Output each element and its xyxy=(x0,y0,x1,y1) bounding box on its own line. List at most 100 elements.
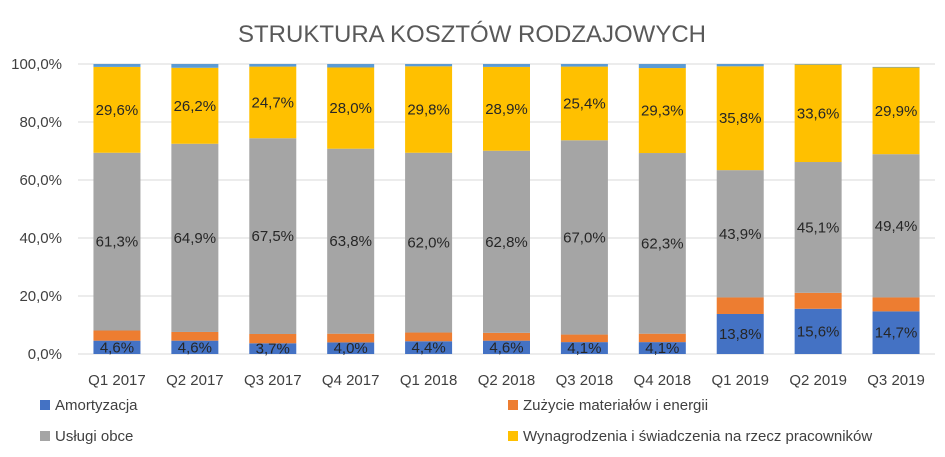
bar-segment xyxy=(716,297,764,314)
data-label: 28,0% xyxy=(329,100,372,117)
data-label: 64,9% xyxy=(174,230,217,247)
data-label: 3,7% xyxy=(256,341,290,358)
bar-segment xyxy=(405,341,453,354)
bar-segment xyxy=(560,66,608,141)
bar-segment xyxy=(483,64,530,67)
data-label: 29,9% xyxy=(875,103,918,120)
data-label: 15,6% xyxy=(797,323,840,340)
bar-segment xyxy=(716,66,764,171)
y-tick-label: 0,0% xyxy=(28,346,62,363)
x-tick-label: Q1 2019 xyxy=(711,372,769,389)
y-tick-label: 100,0% xyxy=(11,56,62,73)
data-label: 24,7% xyxy=(251,94,294,111)
bar-segment xyxy=(872,66,920,68)
bar-segment xyxy=(483,150,530,333)
bar-segment xyxy=(872,67,920,155)
data-label: 33,6% xyxy=(797,105,840,122)
bar-segment xyxy=(638,153,686,334)
bar-segment xyxy=(405,64,453,67)
bar-segment xyxy=(638,68,686,154)
legend-swatch xyxy=(508,400,518,410)
bar-segment xyxy=(93,330,141,341)
bar-segment xyxy=(93,66,141,153)
bar-segment xyxy=(249,343,297,354)
data-label: 4,6% xyxy=(100,339,134,356)
data-labels: 4,6% 61,3% 29,6% 4,6% 64,9% 26,2% 3,7% 67,5% 24,… xyxy=(96,94,918,357)
x-tick-label: Q1 2017 xyxy=(88,372,146,389)
legend-swatch xyxy=(508,431,518,441)
data-label: 62,8% xyxy=(485,234,528,251)
y-tick-label: 40,0% xyxy=(19,230,62,247)
data-label: 29,6% xyxy=(96,102,139,119)
bar-segment xyxy=(171,340,219,354)
bar-segment xyxy=(483,66,530,151)
bar-segment xyxy=(794,292,842,309)
bar-segment xyxy=(638,64,686,69)
bar-segment xyxy=(405,66,453,153)
data-label: 63,8% xyxy=(329,233,372,250)
bar-segment xyxy=(171,64,219,68)
bars xyxy=(93,64,920,354)
bar-segment xyxy=(327,333,375,343)
bar-segment xyxy=(327,67,375,149)
bar-segment xyxy=(483,340,530,354)
legend: Amortyzacja Zużycie materiałów i energii U… xyxy=(40,397,872,445)
x-tick-label: Q3 2019 xyxy=(867,372,925,389)
y-tick-label: 80,0% xyxy=(19,114,62,131)
data-label: 49,4% xyxy=(875,218,918,235)
y-tick-label: 60,0% xyxy=(19,172,62,189)
chart-title: STRUKTURA KOSZTÓW RODZAJOWYCH xyxy=(238,21,706,48)
bar-segment xyxy=(249,333,297,344)
data-label: 4,6% xyxy=(178,339,212,356)
data-label: 29,3% xyxy=(641,103,684,120)
bar-segment xyxy=(405,332,453,342)
data-label: 62,3% xyxy=(641,235,684,252)
data-label: 4,0% xyxy=(334,340,368,357)
bar-segment xyxy=(872,311,920,354)
data-label: 29,8% xyxy=(407,102,450,119)
x-tick-label: Q1 2018 xyxy=(400,372,458,389)
x-tick-label: Q3 2017 xyxy=(244,372,302,389)
bar-segment xyxy=(560,334,608,343)
bar-segment xyxy=(93,340,141,354)
data-label: 28,9% xyxy=(485,101,528,118)
x-axis-ticks: Q1 2017 Q2 2017 Q3 2017 Q4 2017 Q1 2018 Q2 20… xyxy=(88,372,925,389)
data-label: 62,0% xyxy=(407,235,450,252)
data-label: 35,8% xyxy=(719,110,762,127)
legend-label: Wynagrodzenia i świadczenia na rzecz pra… xyxy=(523,428,872,445)
legend-swatch xyxy=(40,431,50,441)
x-tick-label: Q3 2018 xyxy=(556,372,614,389)
x-tick-label: Q2 2019 xyxy=(789,372,847,389)
bar-segment xyxy=(327,342,375,354)
bar-segment xyxy=(638,342,686,354)
bar-segment xyxy=(249,64,297,67)
x-tick-label: Q4 2018 xyxy=(634,372,692,389)
bar-segment xyxy=(249,66,297,139)
bar-segment xyxy=(93,152,141,331)
bar-segment xyxy=(93,64,141,67)
bar-segment xyxy=(638,333,686,343)
data-label: 4,6% xyxy=(489,339,523,356)
data-label: 45,1% xyxy=(797,219,840,236)
bar-segment xyxy=(171,143,219,332)
data-label: 25,4% xyxy=(563,95,606,112)
bar-segment xyxy=(483,332,530,341)
x-tick-label: Q2 2017 xyxy=(166,372,224,389)
legend-swatch xyxy=(40,400,50,410)
data-label: 14,7% xyxy=(875,325,918,342)
bar-segment xyxy=(171,331,219,341)
data-label: 13,8% xyxy=(719,326,762,343)
bar-segment xyxy=(327,64,375,68)
bar-segment xyxy=(327,148,375,334)
bar-segment xyxy=(794,308,842,354)
x-tick-label: Q4 2017 xyxy=(322,372,380,389)
data-label: 26,2% xyxy=(174,98,217,115)
data-label: 4,1% xyxy=(567,340,601,357)
bar-segment xyxy=(405,152,453,333)
legend-label: Usługi obce xyxy=(55,428,133,445)
bar-segment xyxy=(794,162,842,293)
data-label: 43,9% xyxy=(719,226,762,243)
data-label: 67,5% xyxy=(251,228,294,245)
